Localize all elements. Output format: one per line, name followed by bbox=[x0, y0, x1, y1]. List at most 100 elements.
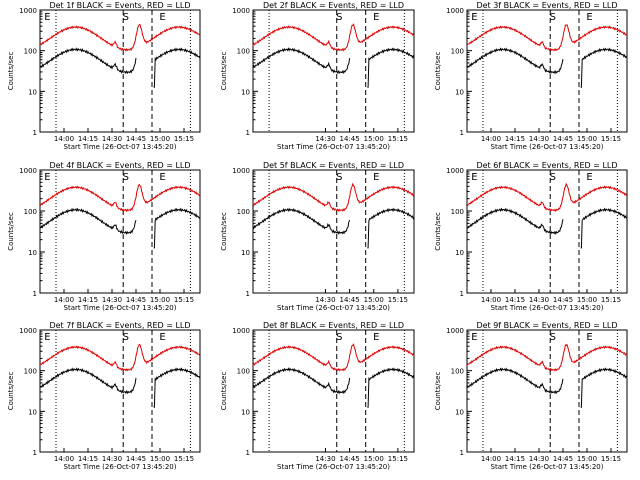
events-series-line bbox=[252, 367, 415, 408]
y-tick-label: 10 bbox=[241, 249, 250, 257]
x-axis-label: Start Time (26-Oct-07 13:45:20) bbox=[64, 463, 177, 471]
y-axis-label: Counts/sec bbox=[220, 372, 228, 411]
marker-letter: S bbox=[336, 332, 342, 343]
plot-frame bbox=[466, 169, 628, 294]
events-series-line bbox=[466, 367, 628, 408]
marker-letter: E bbox=[159, 172, 165, 183]
y-tick-label: 100 bbox=[24, 368, 37, 376]
panel-det-9: Det 9f BLACK = Events, RED = LLD 1 10 100 10… bbox=[434, 321, 628, 471]
marker-letter: E bbox=[586, 12, 592, 23]
marker-letter: E bbox=[586, 172, 592, 183]
x-tick-label: 14:00 bbox=[54, 135, 74, 143]
panel-det-1: Det 1f BLACK = Events, RED = LLD 1 10 100 10… bbox=[7, 1, 201, 151]
panel-title: Det 3f BLACK = Events, RED = LLD bbox=[476, 1, 617, 10]
x-tick-label: 15:00 bbox=[577, 296, 597, 304]
y-axis-label: Counts/sec bbox=[7, 52, 15, 91]
x-tick-label: 14:15 bbox=[78, 296, 98, 304]
x-tick-label: 14:30 bbox=[102, 296, 122, 304]
events-series-line bbox=[252, 207, 415, 249]
x-tick-label: 14:30 bbox=[315, 455, 335, 463]
marker-letter: S bbox=[336, 12, 342, 23]
lld-series-line bbox=[252, 182, 415, 213]
x-axis-label: Start Time (26-Oct-07 13:45:20) bbox=[277, 463, 390, 471]
x-tick-label: 14:15 bbox=[505, 455, 525, 463]
marker-letter: S bbox=[336, 172, 342, 183]
marker-letter: E bbox=[373, 12, 379, 23]
x-tick-label: 14:15 bbox=[505, 296, 525, 304]
y-tick-label: 100 bbox=[237, 208, 250, 216]
y-tick-label: 10 bbox=[241, 88, 250, 96]
lld-series-line bbox=[466, 24, 628, 52]
x-tick-label: 14:00 bbox=[54, 296, 74, 304]
y-tick-label: 100 bbox=[24, 48, 37, 56]
plot-frame bbox=[39, 329, 201, 453]
panel-title: Det 6f BLACK = Events, RED = LLD bbox=[476, 161, 617, 170]
events-series-line bbox=[466, 207, 628, 249]
y-tick-label: 100 bbox=[451, 208, 464, 216]
y-tick-label: 1 bbox=[460, 449, 464, 457]
y-tick-label: 100 bbox=[451, 368, 464, 376]
lld-series-line bbox=[466, 343, 628, 372]
y-tick-label: 10 bbox=[28, 249, 37, 257]
x-tick-label: 14:30 bbox=[529, 455, 549, 463]
events-series-line bbox=[466, 47, 628, 88]
plot-frame bbox=[466, 329, 628, 453]
x-tick-label: 14:45 bbox=[553, 135, 573, 143]
plot-frame bbox=[252, 9, 415, 133]
marker-letter: E bbox=[373, 172, 379, 183]
y-tick-label: 10 bbox=[28, 88, 37, 96]
x-tick-label: 15:15 bbox=[601, 455, 621, 463]
x-tick-label: 15:00 bbox=[364, 135, 384, 143]
x-axis-label: Start Time (26-Oct-07 13:45:20) bbox=[277, 143, 390, 151]
marker-letter: E bbox=[44, 332, 50, 343]
y-axis-label: Counts/sec bbox=[434, 372, 442, 411]
y-tick-label: 10 bbox=[455, 249, 464, 257]
x-tick-label: 14:30 bbox=[529, 296, 549, 304]
y-tick-label: 1 bbox=[246, 449, 250, 457]
x-tick-label: 14:45 bbox=[126, 296, 146, 304]
x-tick-label: 14:00 bbox=[481, 135, 501, 143]
panel-det-3: Det 3f BLACK = Events, RED = LLD 1 10 100 10… bbox=[434, 1, 628, 151]
x-axis-label: Start Time (26-Oct-07 13:45:20) bbox=[491, 463, 604, 471]
y-axis-label: Counts/sec bbox=[7, 372, 15, 411]
y-axis-label: Counts/sec bbox=[220, 52, 228, 91]
lld-series-line bbox=[466, 182, 627, 212]
y-tick-label: 1000 bbox=[19, 167, 37, 175]
y-axis-label: Counts/sec bbox=[7, 212, 15, 251]
y-tick-label: 10 bbox=[455, 408, 464, 416]
y-tick-label: 1 bbox=[246, 290, 250, 298]
x-tick-label: 14:15 bbox=[78, 135, 98, 143]
y-tick-label: 1000 bbox=[19, 327, 37, 335]
x-tick-label: 15:00 bbox=[150, 455, 170, 463]
events-series-line bbox=[39, 47, 201, 88]
panel-det-8: Det 8f BLACK = Events, RED = LLD 1 10 100 10… bbox=[220, 321, 415, 471]
panel-title: Det 2f BLACK = Events, RED = LLD bbox=[263, 1, 404, 10]
marker-letter: E bbox=[373, 332, 379, 343]
x-tick-label: 15:15 bbox=[388, 455, 408, 463]
x-tick-label: 15:00 bbox=[150, 135, 170, 143]
panel-title: Det 7f BLACK = Events, RED = LLD bbox=[49, 321, 190, 330]
y-tick-label: 1 bbox=[33, 449, 37, 457]
x-tick-label: 15:00 bbox=[577, 455, 597, 463]
y-tick-label: 1000 bbox=[446, 167, 464, 175]
marker-letter: S bbox=[550, 332, 556, 343]
x-tick-label: 14:30 bbox=[102, 455, 122, 463]
plot-frame bbox=[39, 9, 201, 133]
y-axis-label: Counts/sec bbox=[434, 52, 442, 91]
y-tick-label: 10 bbox=[241, 408, 250, 416]
x-tick-label: 15:00 bbox=[364, 296, 384, 304]
x-tick-label: 14:45 bbox=[553, 296, 573, 304]
marker-letter: E bbox=[44, 12, 50, 23]
y-tick-label: 1 bbox=[33, 129, 37, 137]
events-series-line bbox=[39, 367, 201, 408]
y-tick-label: 1000 bbox=[232, 7, 250, 15]
x-tick-label: 14:30 bbox=[529, 135, 549, 143]
x-axis-label: Start Time (26-Oct-07 13:45:20) bbox=[491, 143, 604, 151]
x-tick-label: 14:00 bbox=[481, 455, 501, 463]
y-tick-label: 1000 bbox=[19, 7, 37, 15]
y-tick-label: 1000 bbox=[446, 327, 464, 335]
y-tick-label: 1 bbox=[460, 290, 464, 298]
lld-series-line bbox=[252, 23, 415, 52]
x-tick-label: 15:15 bbox=[601, 135, 621, 143]
